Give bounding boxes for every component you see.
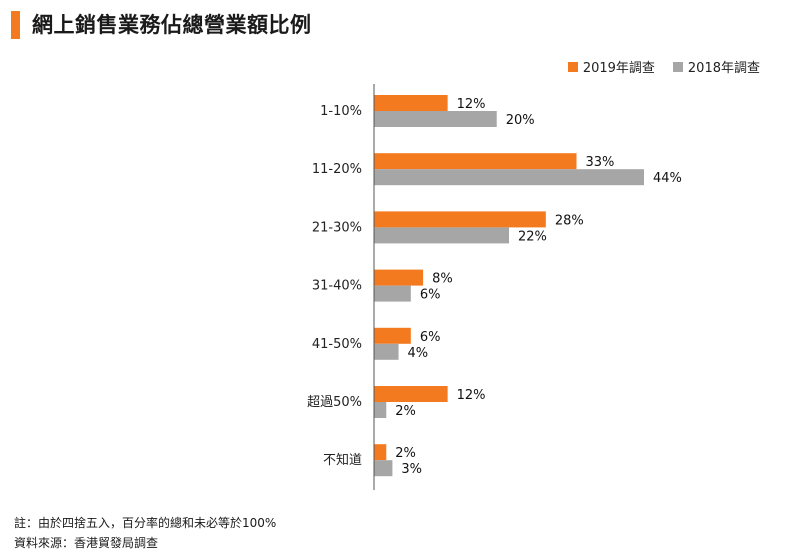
- data-label-2018: 6%: [420, 288, 441, 303]
- bar-2019: [374, 211, 546, 228]
- bar-2019: [374, 95, 448, 111]
- legend-item-2018: 2018年調查: [672, 57, 760, 76]
- bar-2018: [374, 111, 497, 127]
- data-label-2019: 33%: [586, 155, 615, 170]
- bar-2018: [374, 285, 411, 302]
- bar-2019: [374, 386, 448, 402]
- category-label: 31-40%: [312, 279, 362, 294]
- category-label: 1-10%: [320, 104, 362, 119]
- bar-2019: [374, 444, 387, 461]
- category-label: 41-50%: [312, 337, 362, 352]
- category-label: 超過50%: [307, 395, 362, 410]
- data-label-2018: 20%: [506, 113, 535, 128]
- data-label-2018: 2%: [395, 404, 416, 419]
- rounding-note: 註：由於四捨五入，百分率的總和未必等於100%: [14, 516, 277, 530]
- data-label-2018: 22%: [518, 229, 547, 244]
- chart-legend: 2019年調查 2018年調查: [567, 57, 760, 76]
- data-label-2019: 8%: [432, 272, 453, 287]
- page-title: 網上銷售業務佔總營業額比例: [32, 13, 312, 37]
- bar-2019: [374, 269, 424, 286]
- data-label-2019: 2%: [395, 446, 416, 461]
- data-label-2018: 3%: [401, 462, 422, 477]
- data-label-2018: 4%: [408, 346, 429, 361]
- category-label: 不知道: [323, 452, 362, 468]
- data-label-2019: 28%: [555, 213, 584, 228]
- bar-2018: [374, 343, 399, 360]
- category-label: 11-20%: [312, 162, 362, 177]
- legend-label-2019: 2019年調查: [582, 61, 655, 76]
- source-note: 資料來源：香港貿發局調查: [14, 536, 159, 550]
- bar-2018: [374, 402, 387, 418]
- data-label-2018: 44%: [653, 171, 682, 186]
- legend-item-2019: 2019年調查: [567, 57, 655, 76]
- bar-2018: [374, 227, 509, 244]
- data-label-2019: 12%: [457, 388, 486, 403]
- bar-chart: 1-10% 12% 20% 11-20% 33% 44% 21-30% 28% 22% 31-40…: [307, 84, 682, 490]
- legend-label-2018: 2018年調查: [687, 61, 760, 76]
- category-label: 21-30%: [312, 220, 362, 235]
- legend-swatch-2019: [567, 61, 578, 72]
- chart-notes: 註：由於四捨五入，百分率的總和未必等於100% 資料來源：香港貿發局調查: [14, 513, 276, 553]
- bar-2018: [374, 169, 644, 186]
- legend-swatch-2018: [672, 61, 683, 72]
- bar-2019: [374, 153, 577, 170]
- data-label-2019: 12%: [457, 97, 486, 112]
- title-accent-bar: [11, 11, 20, 39]
- bar-2018: [374, 460, 393, 477]
- bar-2019: [374, 327, 411, 344]
- data-label-2019: 6%: [420, 330, 441, 345]
